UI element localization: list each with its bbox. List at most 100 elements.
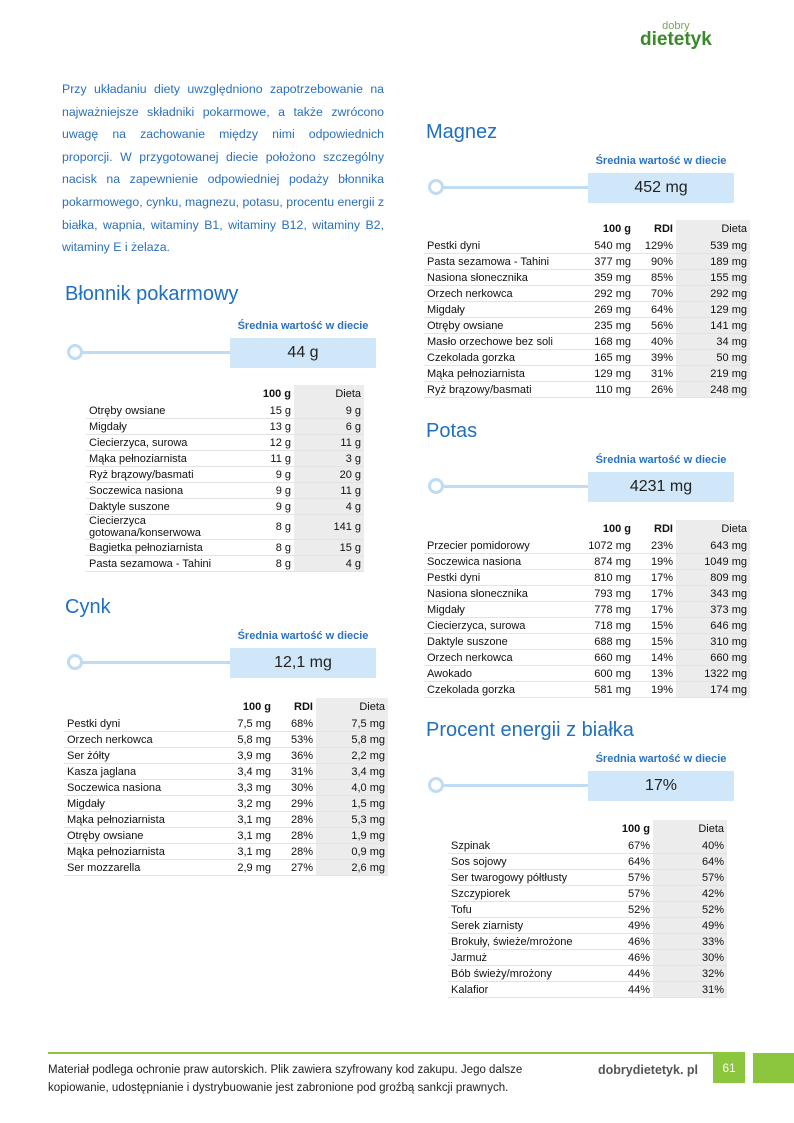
table-row: Bób świeży/mrożony 44% 32% (448, 965, 727, 982)
avg-label: Średnia wartość w diecie (595, 155, 727, 167)
table-cell: 27% (274, 859, 316, 876)
table-cell: 31% (274, 763, 316, 780)
table-cell: Ciecierzyca gotowana/konserwowa (86, 514, 238, 540)
header-cell: 100 g (242, 701, 271, 713)
header-cell (424, 220, 576, 238)
table-cell: Przecier pomidorowy (424, 538, 576, 554)
table-cell: Pestki dyni (424, 569, 576, 586)
table-row: Bagietka pełnoziarnista 8 g 15 g (86, 539, 364, 556)
header-cell: Dieta (676, 220, 750, 238)
table-cell: Ser żółty (64, 747, 214, 764)
avg-label: Średnia wartość w diecie (237, 320, 369, 332)
table-cell: 15 g (238, 403, 294, 419)
table-row: Daktyle suszone 688 mg 15% 310 mg (424, 633, 750, 650)
table-cell: 7,5 mg (316, 716, 388, 732)
table-cell: Masło orzechowe bez soli (424, 333, 576, 350)
table-cell: 70% (634, 285, 676, 302)
table-cell: 0,9 mg (316, 843, 388, 860)
table-cell: Bagietka pełnoziarnista (86, 539, 238, 556)
table-cell: 11 g (294, 482, 364, 499)
table-cell: 49% (600, 917, 653, 934)
logo-main: dietetyk (640, 29, 712, 50)
footer-rule (48, 1052, 745, 1054)
table-cell: Ryż brązowy/basmati (424, 381, 576, 398)
table-cell: 44% (600, 965, 653, 982)
table-cell: 32% (653, 965, 727, 982)
section-title: Błonnik pokarmowy (65, 283, 239, 305)
header-row: 100 g Dieta (448, 820, 727, 838)
table-cell: 90% (634, 253, 676, 270)
table-cell: 28% (274, 811, 316, 828)
table-cell: 646 mg (676, 617, 750, 634)
table-cell: Szpinak (448, 838, 600, 854)
nutrient-table: 100 g Dieta Szpinak 67% 40% Sos sojowy 64% 64% S… (448, 820, 727, 998)
header-cell: Dieta (294, 385, 364, 403)
table-row: Ryż brązowy/basmati 110 mg 26% 248 mg (424, 381, 750, 398)
table-row: Migdały 778 mg 17% 373 mg (424, 601, 750, 618)
section-title: Cynk (65, 596, 111, 618)
table-cell: 110 mg (576, 381, 634, 398)
table-row: Nasiona słonecznika 359 mg 85% 155 mg (424, 269, 750, 286)
table-cell: 1072 mg (576, 538, 634, 554)
table-cell: 39% (634, 349, 676, 366)
table-row: Orzech nerkowca 292 mg 70% 292 mg (424, 285, 750, 302)
table-row: Migdały 269 mg 64% 129 mg (424, 301, 750, 318)
table-cell: 8 g (238, 539, 294, 556)
table-cell: Daktyle suszone (86, 498, 238, 515)
table-cell: 13% (634, 665, 676, 682)
table-cell: Pestki dyni (424, 238, 576, 254)
table-cell: 40% (634, 333, 676, 350)
table-cell: 57% (600, 869, 653, 886)
avg-label: Średnia wartość w diecie (595, 753, 727, 765)
table-cell: 155 mg (676, 269, 750, 286)
table-cell: 2,2 mg (316, 747, 388, 764)
table-cell: 46% (600, 949, 653, 966)
table-cell: 129 mg (576, 365, 634, 382)
table-cell: 1049 mg (676, 553, 750, 570)
table-cell: Brokuły, świeże/mrożone (448, 933, 600, 950)
table-cell: 30% (653, 949, 727, 966)
table-cell: Tofu (448, 901, 600, 918)
table-cell: 141 mg (676, 317, 750, 334)
table-cell: 643 mg (676, 538, 750, 554)
table-row: Mąka pełnoziarnista 129 mg 31% 219 mg (424, 365, 750, 382)
table-cell: Migdały (424, 301, 576, 318)
table-cell: 57% (653, 869, 727, 886)
table-row: Orzech nerkowca 5,8 mg 53% 5,8 mg (64, 731, 388, 748)
table-cell: 219 mg (676, 365, 750, 382)
table-cell: 23% (634, 538, 676, 554)
table-cell: 292 mg (576, 285, 634, 302)
table-cell: 68% (274, 716, 316, 732)
table-cell: 17% (634, 569, 676, 586)
table-cell: 9 g (238, 466, 294, 483)
logo: dobry dietetyk (640, 20, 712, 51)
table-cell: 189 mg (676, 253, 750, 270)
table-cell: Soczewica nasiona (64, 779, 214, 796)
table-row: Mąka pełnoziarnista 3,1 mg 28% 0,9 mg (64, 843, 388, 860)
table-cell: Ciecierzyca, surowa (424, 617, 576, 634)
header-cell: 100 g (602, 523, 631, 535)
table-cell: Mąka pełnoziarnista (86, 450, 238, 467)
table-row: Sos sojowy 64% 64% (448, 853, 727, 870)
table-cell: 3,1 mg (214, 843, 274, 860)
header-cell (424, 520, 576, 538)
table-cell: Nasiona słonecznika (424, 585, 576, 602)
table-cell: 19% (634, 681, 676, 698)
table-row: Tofu 52% 52% (448, 901, 727, 918)
table-row: Mąka pełnoziarnista 3,1 mg 28% 5,3 mg (64, 811, 388, 828)
slider-bar (73, 351, 230, 354)
table-cell: Pestki dyni (64, 716, 214, 732)
header-cell: 100 g (602, 223, 631, 235)
table-row: Czekolada gorzka 581 mg 19% 174 mg (424, 681, 750, 698)
table-cell: Otręby owsiane (86, 403, 238, 419)
table-cell: 15 g (294, 539, 364, 556)
footer-site: dobrydietetyk. pl (598, 1063, 699, 1077)
table-cell: 168 mg (576, 333, 634, 350)
table-cell: Daktyle suszone (424, 633, 576, 650)
table-cell: 36% (274, 747, 316, 764)
header-cell: Dieta (316, 698, 388, 716)
table-cell: Mąka pełnoziarnista (64, 843, 214, 860)
